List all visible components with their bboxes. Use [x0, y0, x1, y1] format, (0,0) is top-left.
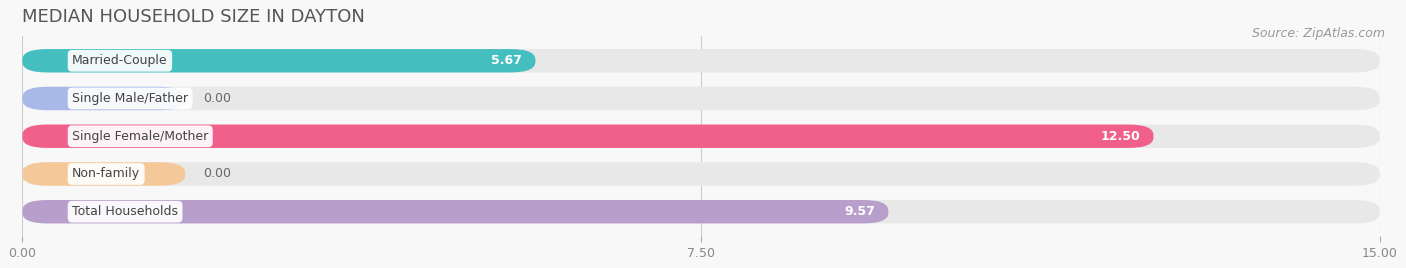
Text: 0.00: 0.00 [204, 92, 232, 105]
FancyBboxPatch shape [22, 125, 1379, 148]
Text: Non-family: Non-family [72, 168, 141, 180]
Text: 5.67: 5.67 [491, 54, 522, 67]
Text: Single Female/Mother: Single Female/Mother [72, 130, 208, 143]
FancyBboxPatch shape [22, 87, 186, 110]
FancyBboxPatch shape [22, 125, 1153, 148]
Text: Married-Couple: Married-Couple [72, 54, 167, 67]
FancyBboxPatch shape [22, 49, 1379, 72]
Text: Single Male/Father: Single Male/Father [72, 92, 188, 105]
Text: Total Households: Total Households [72, 205, 179, 218]
FancyBboxPatch shape [22, 200, 889, 224]
Text: 12.50: 12.50 [1099, 130, 1140, 143]
FancyBboxPatch shape [22, 49, 536, 72]
Text: Source: ZipAtlas.com: Source: ZipAtlas.com [1251, 27, 1385, 40]
FancyBboxPatch shape [22, 162, 186, 186]
Text: MEDIAN HOUSEHOLD SIZE IN DAYTON: MEDIAN HOUSEHOLD SIZE IN DAYTON [22, 8, 366, 26]
Text: 0.00: 0.00 [204, 168, 232, 180]
Text: 9.57: 9.57 [844, 205, 875, 218]
FancyBboxPatch shape [22, 87, 1379, 110]
FancyBboxPatch shape [22, 162, 1379, 186]
FancyBboxPatch shape [22, 200, 1379, 224]
